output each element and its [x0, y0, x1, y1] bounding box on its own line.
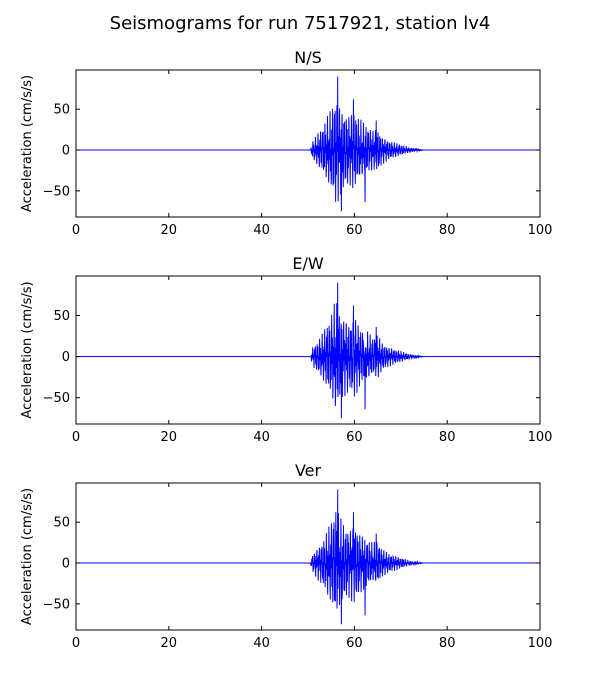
- x-tick-label: 0: [72, 636, 80, 651]
- x-tick-label: 0: [72, 223, 80, 238]
- x-tick-label: 40: [253, 430, 270, 445]
- x-tick-label: 20: [161, 223, 178, 238]
- x-tick-label: 100: [528, 223, 553, 238]
- signal-trace: [76, 489, 540, 625]
- x-tick-label: 60: [346, 223, 363, 238]
- y-tick-label: 50: [53, 309, 70, 324]
- x-tick-label: 40: [253, 636, 270, 651]
- figure-title: Seismograms for run 7517921, station lv4: [110, 13, 491, 34]
- x-tick-label: 80: [439, 636, 456, 651]
- x-tick-label: 60: [346, 636, 363, 651]
- y-tick-label: −50: [43, 184, 70, 199]
- panel-title: N/S: [294, 48, 322, 67]
- y-axis-label: Acceleration (cm/s/s): [20, 281, 35, 418]
- panel-title: Ver: [295, 461, 322, 480]
- x-tick-label: 100: [528, 636, 553, 651]
- x-tick-label: 20: [161, 636, 178, 651]
- panel-3: Ver Acceleration (cm/s/s) 0 20 40 60 80 100 −50 0…: [20, 461, 552, 651]
- panel-1: N/S Acceleration (cm/s/s) 0 20 40 60 80 100 −50 0…: [20, 48, 552, 238]
- y-tick-label: 0: [62, 350, 70, 365]
- signal-trace: [76, 76, 540, 212]
- x-tick-label: 20: [161, 430, 178, 445]
- y-tick-label: 50: [53, 516, 70, 531]
- x-tick-label: 60: [346, 430, 363, 445]
- y-tick-label: −50: [43, 391, 70, 406]
- x-tick-label: 80: [439, 223, 456, 238]
- x-tick-label: 0: [72, 430, 80, 445]
- y-tick-label: 50: [53, 103, 70, 118]
- x-tick-label: 80: [439, 430, 456, 445]
- y-axis-label: Acceleration (cm/s/s): [20, 488, 35, 625]
- y-tick-label: 0: [62, 144, 70, 159]
- axes-frame: [75, 275, 541, 425]
- y-tick-label: −50: [43, 597, 70, 612]
- y-tick-label: 0: [62, 557, 70, 572]
- y-axis-label: Acceleration (cm/s/s): [20, 75, 35, 212]
- signal-trace: [76, 282, 540, 419]
- panel-2: E/W Acceleration (cm/s/s) 0 20 40 60 80 100 −50 0…: [20, 254, 552, 445]
- axes-frame: [75, 69, 541, 218]
- axes-frame: [75, 482, 541, 631]
- panel-title: E/W: [292, 254, 324, 273]
- x-tick-label: 100: [528, 430, 553, 445]
- x-tick-label: 40: [253, 223, 270, 238]
